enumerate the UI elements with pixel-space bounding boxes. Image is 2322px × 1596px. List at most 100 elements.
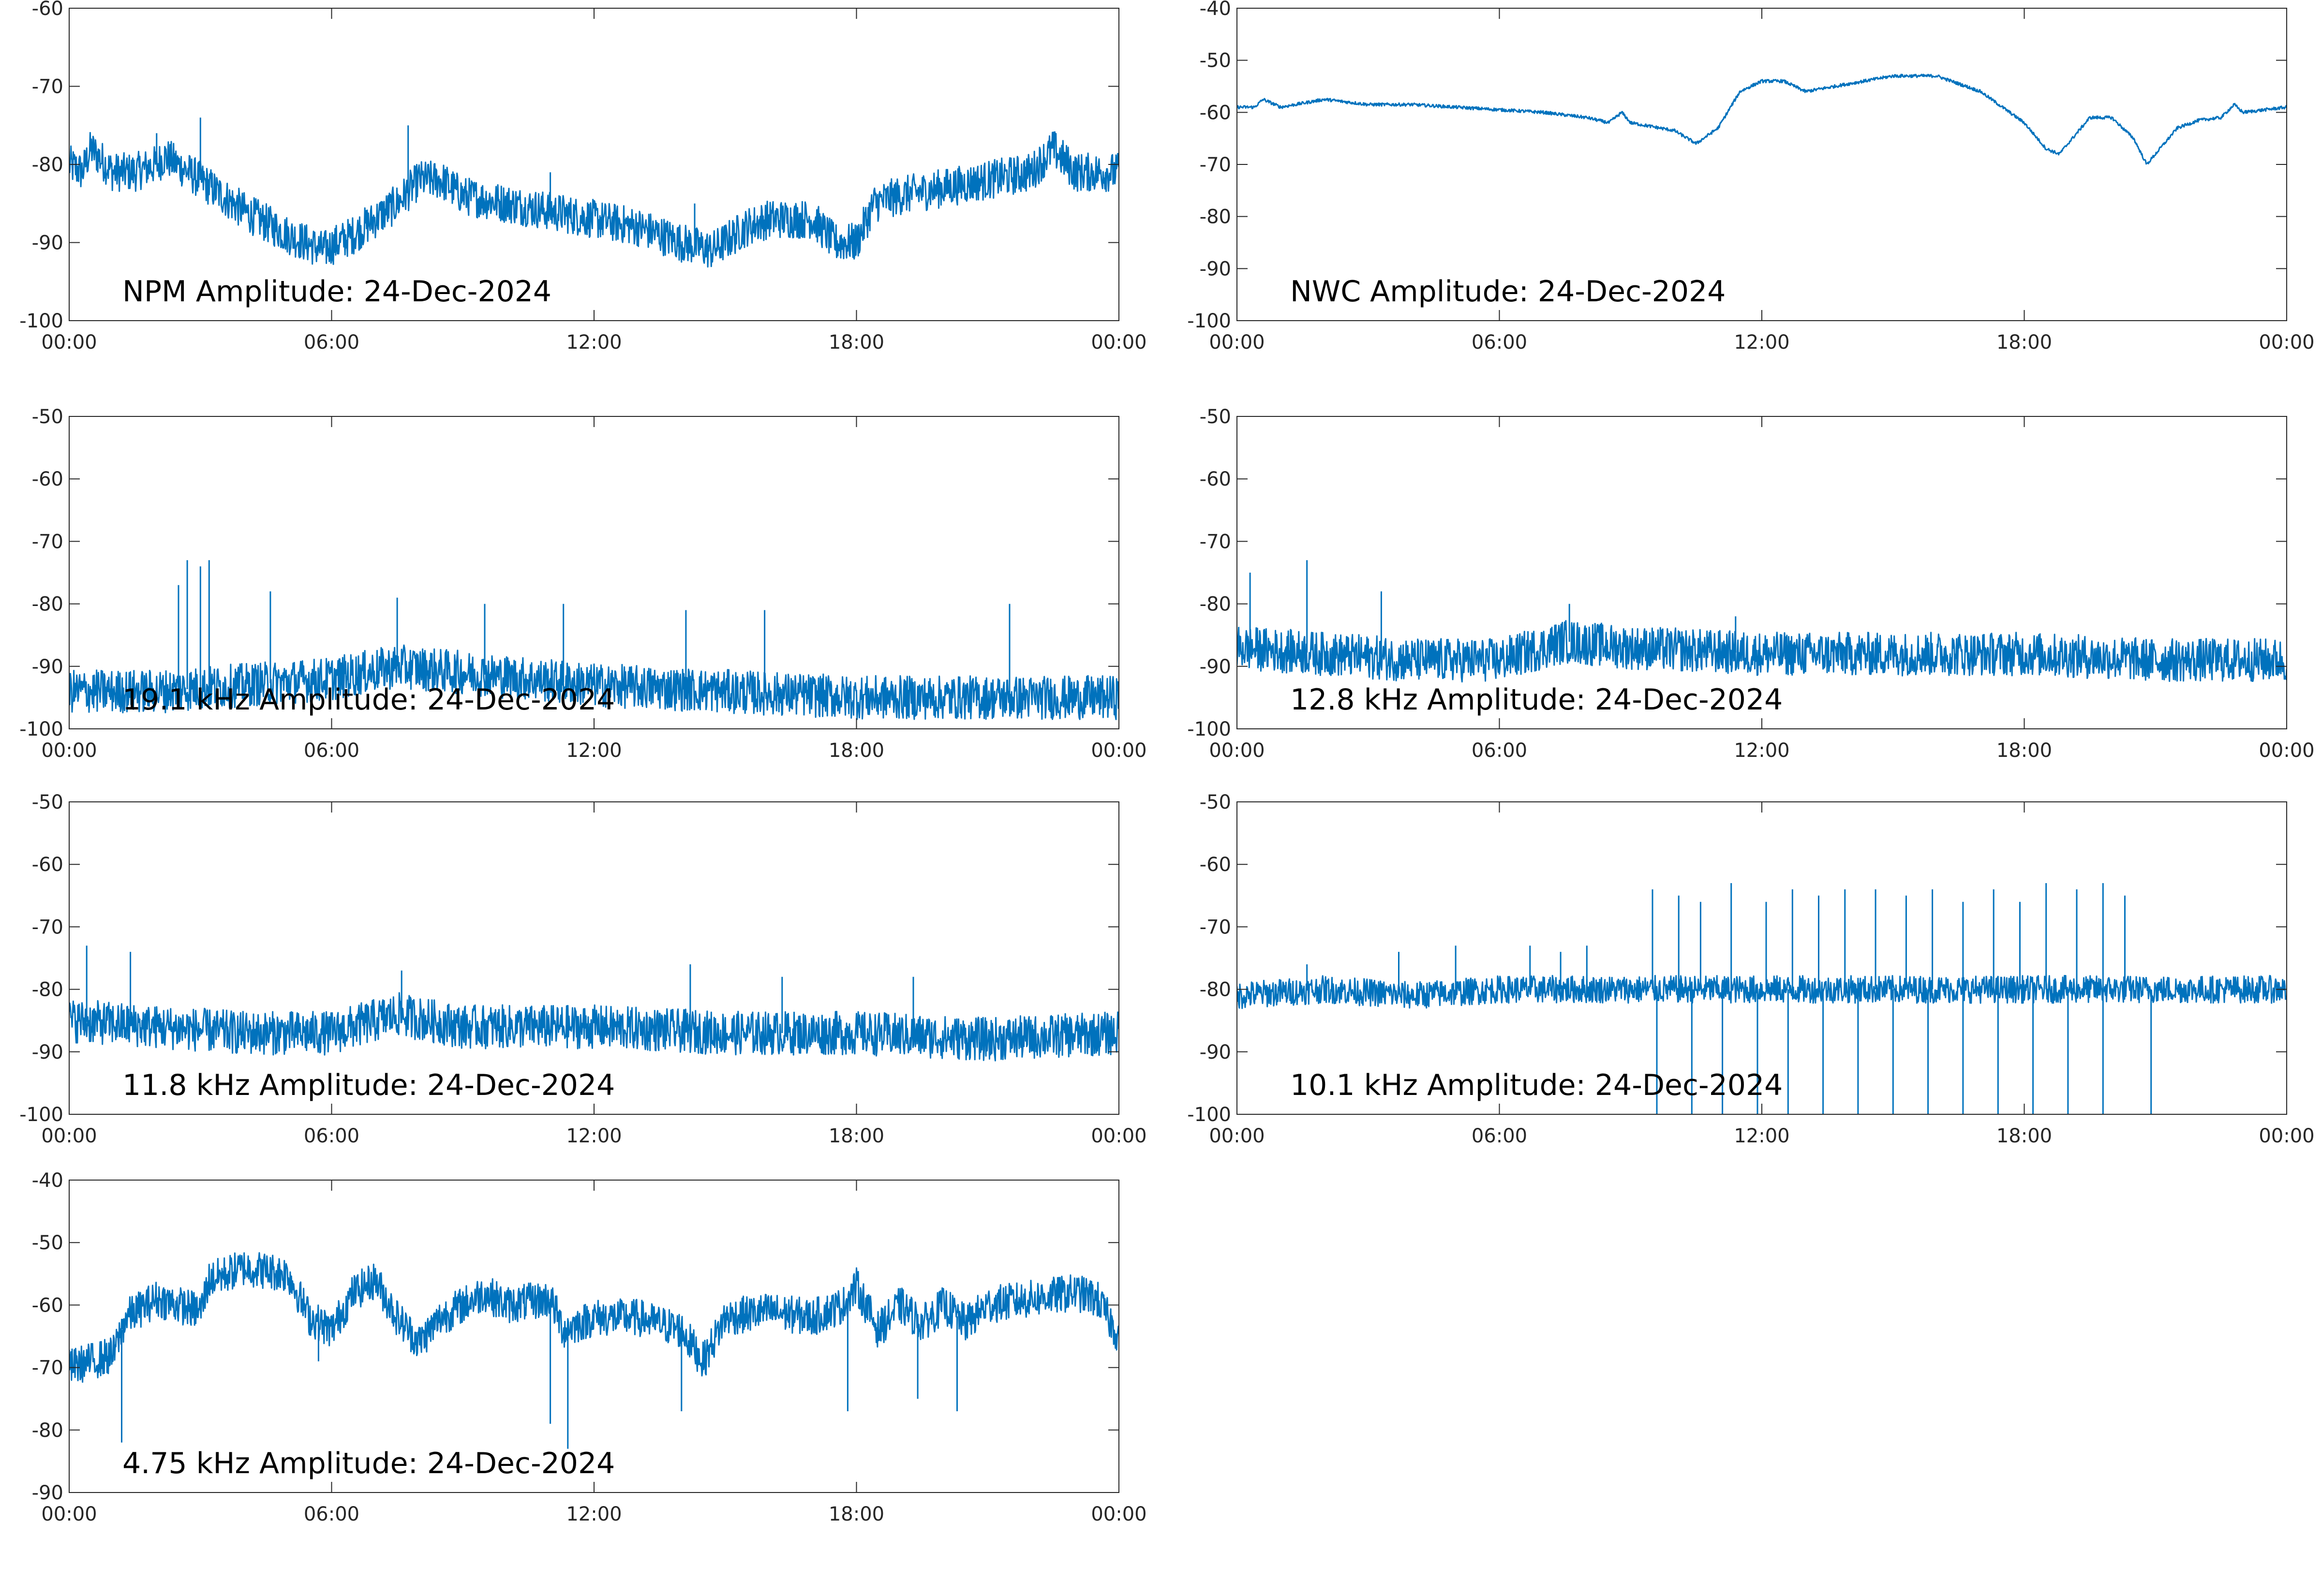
y-tick-label: -50	[32, 406, 63, 428]
x-tick-label: 00:00	[2259, 739, 2314, 762]
x-tick-label: 00:00	[41, 1125, 97, 1147]
y-tick-label: -50	[1200, 406, 1231, 428]
axes-frame	[1236, 801, 2287, 1115]
series-line	[1237, 74, 2287, 165]
y-tick-label: -70	[1200, 154, 1231, 176]
x-tick-label: 18:00	[1996, 1125, 2052, 1147]
y-tick-label: -70	[32, 531, 63, 553]
panel-title: 12.8 kHz Amplitude: 24-Dec-2024	[1290, 683, 1783, 717]
y-tick-label: -90	[32, 232, 63, 254]
chart-panel-1: -100 -90 -80 -70 -60 00:00 06:00 12:00 18:00 00:0…	[19, 0, 1146, 354]
chart-panel-5: -100 -90 -80 -70 -60 -50 00:00 06:00 12:00 18:00 0…	[19, 791, 1146, 1147]
x-tick-label: 00:00	[1209, 331, 1265, 354]
y-tick-label: -70	[1200, 916, 1231, 938]
x-tick-label: 00:00	[1091, 739, 1146, 762]
x-tick-label: 18:00	[829, 739, 884, 762]
axes-frame	[69, 8, 1119, 321]
y-tick-label: -100	[19, 718, 63, 740]
y-tick-label: -90	[32, 1041, 63, 1064]
x-tick-label: 06:00	[1472, 1125, 1527, 1147]
y-tick-label: -60	[32, 0, 63, 20]
x-tick-label: 12:00	[566, 331, 622, 354]
x-tick-label: 18:00	[1996, 331, 2052, 354]
series-line	[69, 644, 1119, 720]
x-tick-label: 06:00	[1472, 739, 1527, 762]
x-tick-label: 00:00	[41, 1503, 97, 1525]
x-tick-label: 06:00	[304, 331, 359, 354]
series-line	[1237, 975, 2287, 1009]
series-line	[1237, 620, 2287, 683]
series-line	[69, 992, 1119, 1062]
x-tick-label: 00:00	[41, 739, 97, 762]
y-tick-label: -40	[1200, 0, 1231, 20]
y-tick-label: -70	[32, 916, 63, 938]
x-tick-label: 00:00	[1209, 739, 1265, 762]
axes-frame	[1236, 8, 2287, 321]
panel-title: NPM Amplitude: 24-Dec-2024	[122, 275, 551, 309]
x-tick-label: 12:00	[1734, 331, 1789, 354]
chart-panel-2: -100 -90 -80 -70 -60 -50 -40 00:00 06:00 12:00 18:…	[1187, 0, 2314, 354]
x-tick-label: 06:00	[1472, 331, 1527, 354]
x-tick-label: 18:00	[829, 1503, 884, 1525]
y-tick-label: -70	[1200, 531, 1231, 553]
x-tick-label: 12:00	[566, 1503, 622, 1525]
x-tick-label: 00:00	[1091, 1503, 1146, 1525]
x-tick-label: 12:00	[566, 739, 622, 762]
y-tick-label: -40	[32, 1169, 63, 1192]
y-tick-label: -100	[1187, 1104, 1231, 1126]
y-tick-label: -80	[32, 1419, 63, 1442]
y-tick-label: -60	[32, 854, 63, 876]
y-tick-label: -90	[32, 1482, 63, 1504]
y-tick-label: -100	[19, 1104, 63, 1126]
y-tick-label: -100	[19, 310, 63, 332]
y-tick-label: -80	[1200, 593, 1231, 616]
y-tick-label: -70	[32, 1357, 63, 1379]
y-tick-label: -60	[1200, 468, 1231, 490]
panel-title: NWC Amplitude: 24-Dec-2024	[1290, 275, 1726, 309]
chart-panel-7: -90 -80 -70 -60 -50 -40 00:00 06:00 12:00 18:00 00…	[32, 1169, 1147, 1525]
x-tick-label: 00:00	[2259, 1125, 2314, 1147]
x-tick-label: 00:00	[1091, 331, 1146, 354]
y-tick-label: -90	[1200, 258, 1231, 280]
y-tick-label: -50	[32, 1232, 63, 1254]
x-tick-label: 00:00	[41, 331, 97, 354]
panel-title: 10.1 kHz Amplitude: 24-Dec-2024	[1290, 1068, 1783, 1102]
y-tick-label: -70	[32, 76, 63, 98]
y-tick-label: -90	[32, 656, 63, 678]
x-tick-label: 12:00	[566, 1125, 622, 1147]
y-tick-label: -90	[1200, 1041, 1231, 1064]
chart-panel-4: -100 -90 -80 -70 -60 -50 00:00 06:00 12:00 18:00 0…	[1187, 406, 2314, 762]
x-tick-label: 18:00	[829, 331, 884, 354]
y-tick-label: -50	[32, 791, 63, 813]
y-tick-label: -80	[1200, 979, 1231, 1001]
chart-panel-3: -100 -90 -80 -70 -60 -50 00:00 06:00 12:00 18:00 0…	[19, 406, 1146, 762]
y-tick-label: -50	[1200, 791, 1231, 813]
y-tick-label: -100	[1187, 310, 1231, 332]
chart-panel-6: -100 -90 -80 -70 -60 -50 00:00 06:00 12:00 18:00 0…	[1187, 791, 2314, 1147]
x-tick-label: 06:00	[304, 1125, 359, 1147]
y-tick-label: -90	[1200, 656, 1231, 678]
x-tick-label: 12:00	[1734, 1125, 1789, 1147]
x-tick-label: 00:00	[1209, 1125, 1265, 1147]
axes-frame	[69, 801, 1119, 1115]
x-tick-label: 18:00	[1996, 739, 2052, 762]
x-tick-label: 06:00	[304, 1503, 359, 1525]
series-line	[69, 131, 1119, 268]
axes-frame	[69, 1180, 1119, 1493]
y-tick-label: -80	[32, 979, 63, 1001]
y-tick-label: -80	[1200, 206, 1231, 228]
y-tick-label: -60	[32, 468, 63, 490]
y-tick-label: -80	[32, 593, 63, 616]
x-tick-label: 12:00	[1734, 739, 1789, 762]
axes-frame	[1236, 416, 2287, 729]
y-tick-label: -100	[1187, 718, 1231, 740]
y-tick-label: -60	[1200, 102, 1231, 124]
y-tick-label: -80	[32, 154, 63, 176]
x-tick-label: 00:00	[2259, 331, 2314, 354]
y-tick-label: -60	[1200, 854, 1231, 876]
x-tick-label: 06:00	[304, 739, 359, 762]
x-tick-label: 00:00	[1091, 1125, 1146, 1147]
y-tick-label: -50	[1200, 50, 1231, 72]
panel-title: 4.75 kHz Amplitude: 24-Dec-2024	[122, 1447, 615, 1480]
